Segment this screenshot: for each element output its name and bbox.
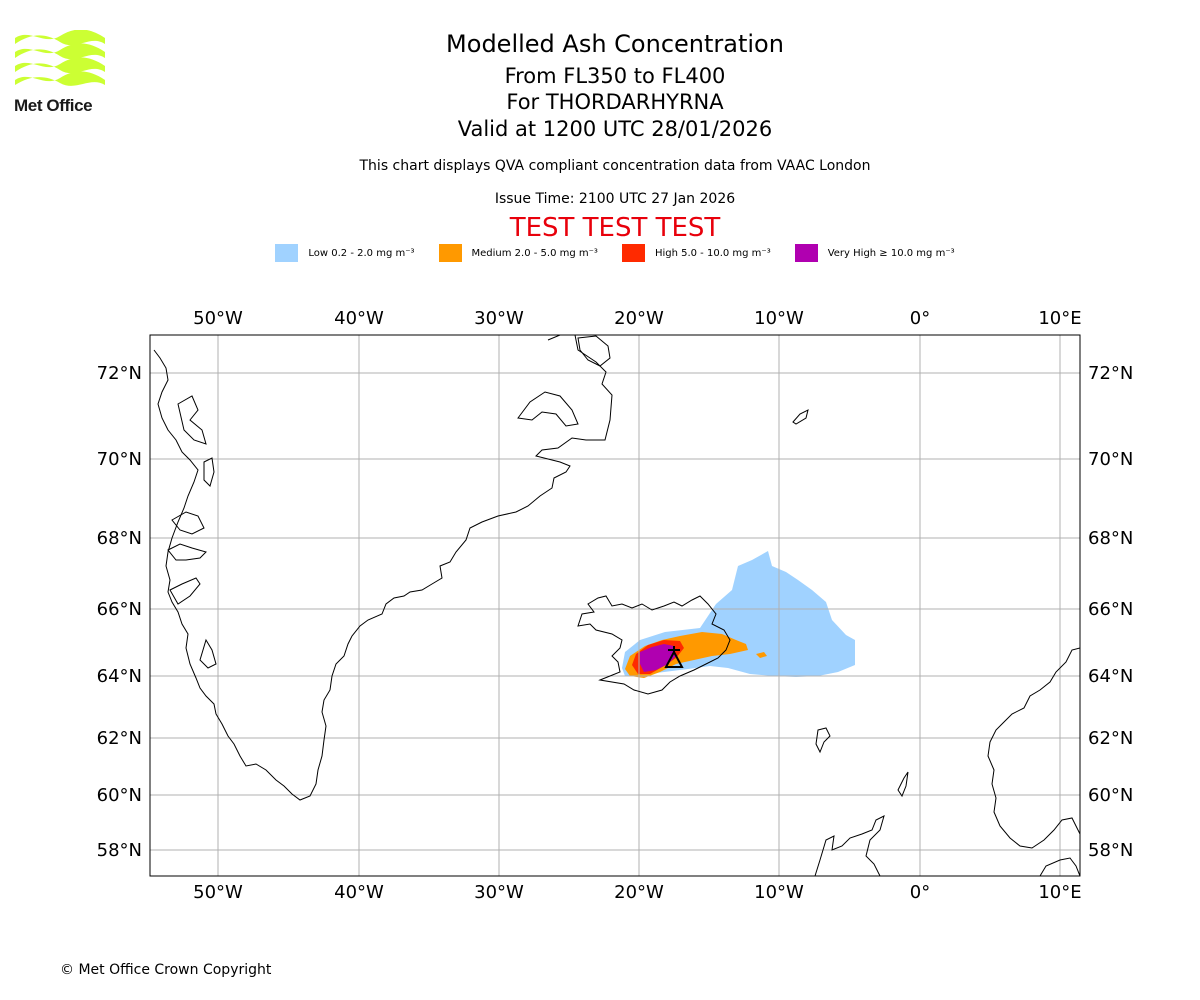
faroe-islands (815, 727, 831, 754)
chart-title: Modelled Ash Concentration (446, 30, 784, 58)
lon-label-top: 10°W (754, 308, 804, 329)
lon-label-bottom: 50°W (193, 882, 243, 903)
legend-swatch-medium (438, 244, 462, 262)
lon-label-bottom: 10°W (754, 882, 804, 903)
scotland-coast (814, 815, 885, 876)
lat-label-right: 72°N (1088, 363, 1133, 384)
lon-label-bottom: 10°E (1038, 882, 1081, 903)
lat-label-left: 60°N (97, 785, 142, 806)
coastlines (153, 335, 1080, 876)
lon-label-top: 10°E (1038, 308, 1081, 329)
denmark-coast (1039, 857, 1080, 876)
lon-label-bottom: 20°W (614, 882, 664, 903)
legend-item-low: Low 0.2 - 2.0 mg m⁻³ (275, 244, 415, 262)
greenland-fjord-1 (517, 391, 579, 427)
greenland-east-coast (153, 335, 613, 801)
lat-label-right: 62°N (1088, 728, 1133, 749)
issue-time: Issue Time: 2100 UTC 27 Jan 2026 (494, 191, 736, 207)
greenland-fjord-3 (171, 511, 205, 535)
legend-swatch-low (275, 244, 299, 262)
legend-item-very-high: Very High ≥ 10.0 mg m⁻³ (794, 244, 955, 262)
legend-label-very-high: Very High ≥ 10.0 mg m⁻³ (827, 247, 955, 259)
lat-label-left: 64°N (97, 666, 142, 687)
norway-coast (987, 647, 1080, 849)
valid-time: Valid at 1200 UTC 28/01/2026 (457, 117, 773, 141)
legend-item-high: High 5.0 - 10.0 mg m⁻³ (621, 244, 771, 262)
flight-level-range: From FL350 to FL400 (504, 64, 726, 88)
test-banner: TEST TEST TEST (509, 213, 721, 243)
lon-labels-top: 50°W 40°W 30°W 20°W 10°W 0° 10°E (193, 308, 1081, 329)
lon-label-bottom: 40°W (334, 882, 384, 903)
lat-label-left: 66°N (97, 599, 142, 620)
lat-label-left: 62°N (97, 728, 142, 749)
lon-labels-bottom: 50°W 40°W 30°W 20°W 10°W 0° 10°E (193, 882, 1081, 903)
lon-label-top: 0° (910, 308, 930, 329)
shetland (897, 771, 909, 798)
met-office-waves-icon (15, 29, 105, 86)
legend-swatch-high (621, 244, 645, 262)
legend-item-medium: Medium 2.0 - 5.0 mg m⁻³ (438, 244, 598, 262)
ash-region-medium-fragment (756, 652, 767, 658)
legend-swatch-very-high (794, 244, 818, 262)
lat-labels-right: 72°N 70°N 68°N 66°N 64°N 62°N 60°N 58°N (1088, 363, 1133, 861)
lat-label-left: 68°N (97, 528, 142, 549)
greenland-fjord-8 (577, 335, 611, 367)
legend-label-high: High 5.0 - 10.0 mg m⁻³ (654, 247, 771, 259)
met-office-logo-text: Met Office (14, 96, 93, 115)
copyright: © Met Office Crown Copyright (60, 962, 272, 978)
met-office-logo: Met Office (14, 29, 106, 116)
lat-labels-left: 72°N 70°N 68°N 66°N 64°N 62°N 60°N 58°N (97, 363, 142, 861)
greenland-fjord-5 (169, 577, 201, 605)
lon-label-bottom: 0° (910, 882, 930, 903)
chart-description: This chart displays QVA compliant concen… (359, 158, 871, 174)
greenland-fjord-4 (167, 543, 207, 561)
legend-label-medium: Medium 2.0 - 5.0 mg m⁻³ (471, 247, 598, 259)
lat-label-left: 72°N (97, 363, 142, 384)
greenland-fjord-6 (203, 457, 215, 487)
volcano-name: For THORDARHYRNA (506, 90, 724, 114)
legend-label-low: Low 0.2 - 2.0 mg m⁻³ (308, 247, 415, 259)
iceland-coast (577, 595, 731, 695)
lat-label-right: 60°N (1088, 785, 1133, 806)
lat-label-right: 70°N (1088, 449, 1133, 470)
lat-label-right: 66°N (1088, 599, 1133, 620)
map-frame (149, 334, 1081, 877)
lat-label-left: 58°N (97, 840, 142, 861)
jan-mayen (792, 409, 809, 425)
lon-label-top: 50°W (193, 308, 243, 329)
lat-label-right: 64°N (1088, 666, 1133, 687)
lon-label-top: 30°W (474, 308, 524, 329)
greenland-fjord-2 (177, 395, 207, 445)
lon-label-bottom: 30°W (474, 882, 524, 903)
graticule (150, 335, 1080, 876)
legend: Low 0.2 - 2.0 mg m⁻³ Medium 2.0 - 5.0 mg… (0, 244, 1200, 262)
volcano-marker (664, 646, 684, 668)
greenland-fjord-7 (199, 638, 217, 669)
lat-label-right: 58°N (1088, 840, 1133, 861)
ash-region-very-high (640, 644, 676, 672)
lat-label-left: 70°N (97, 449, 142, 470)
lon-label-top: 20°W (614, 308, 664, 329)
lon-label-top: 40°W (334, 308, 384, 329)
lat-label-right: 68°N (1088, 528, 1133, 549)
